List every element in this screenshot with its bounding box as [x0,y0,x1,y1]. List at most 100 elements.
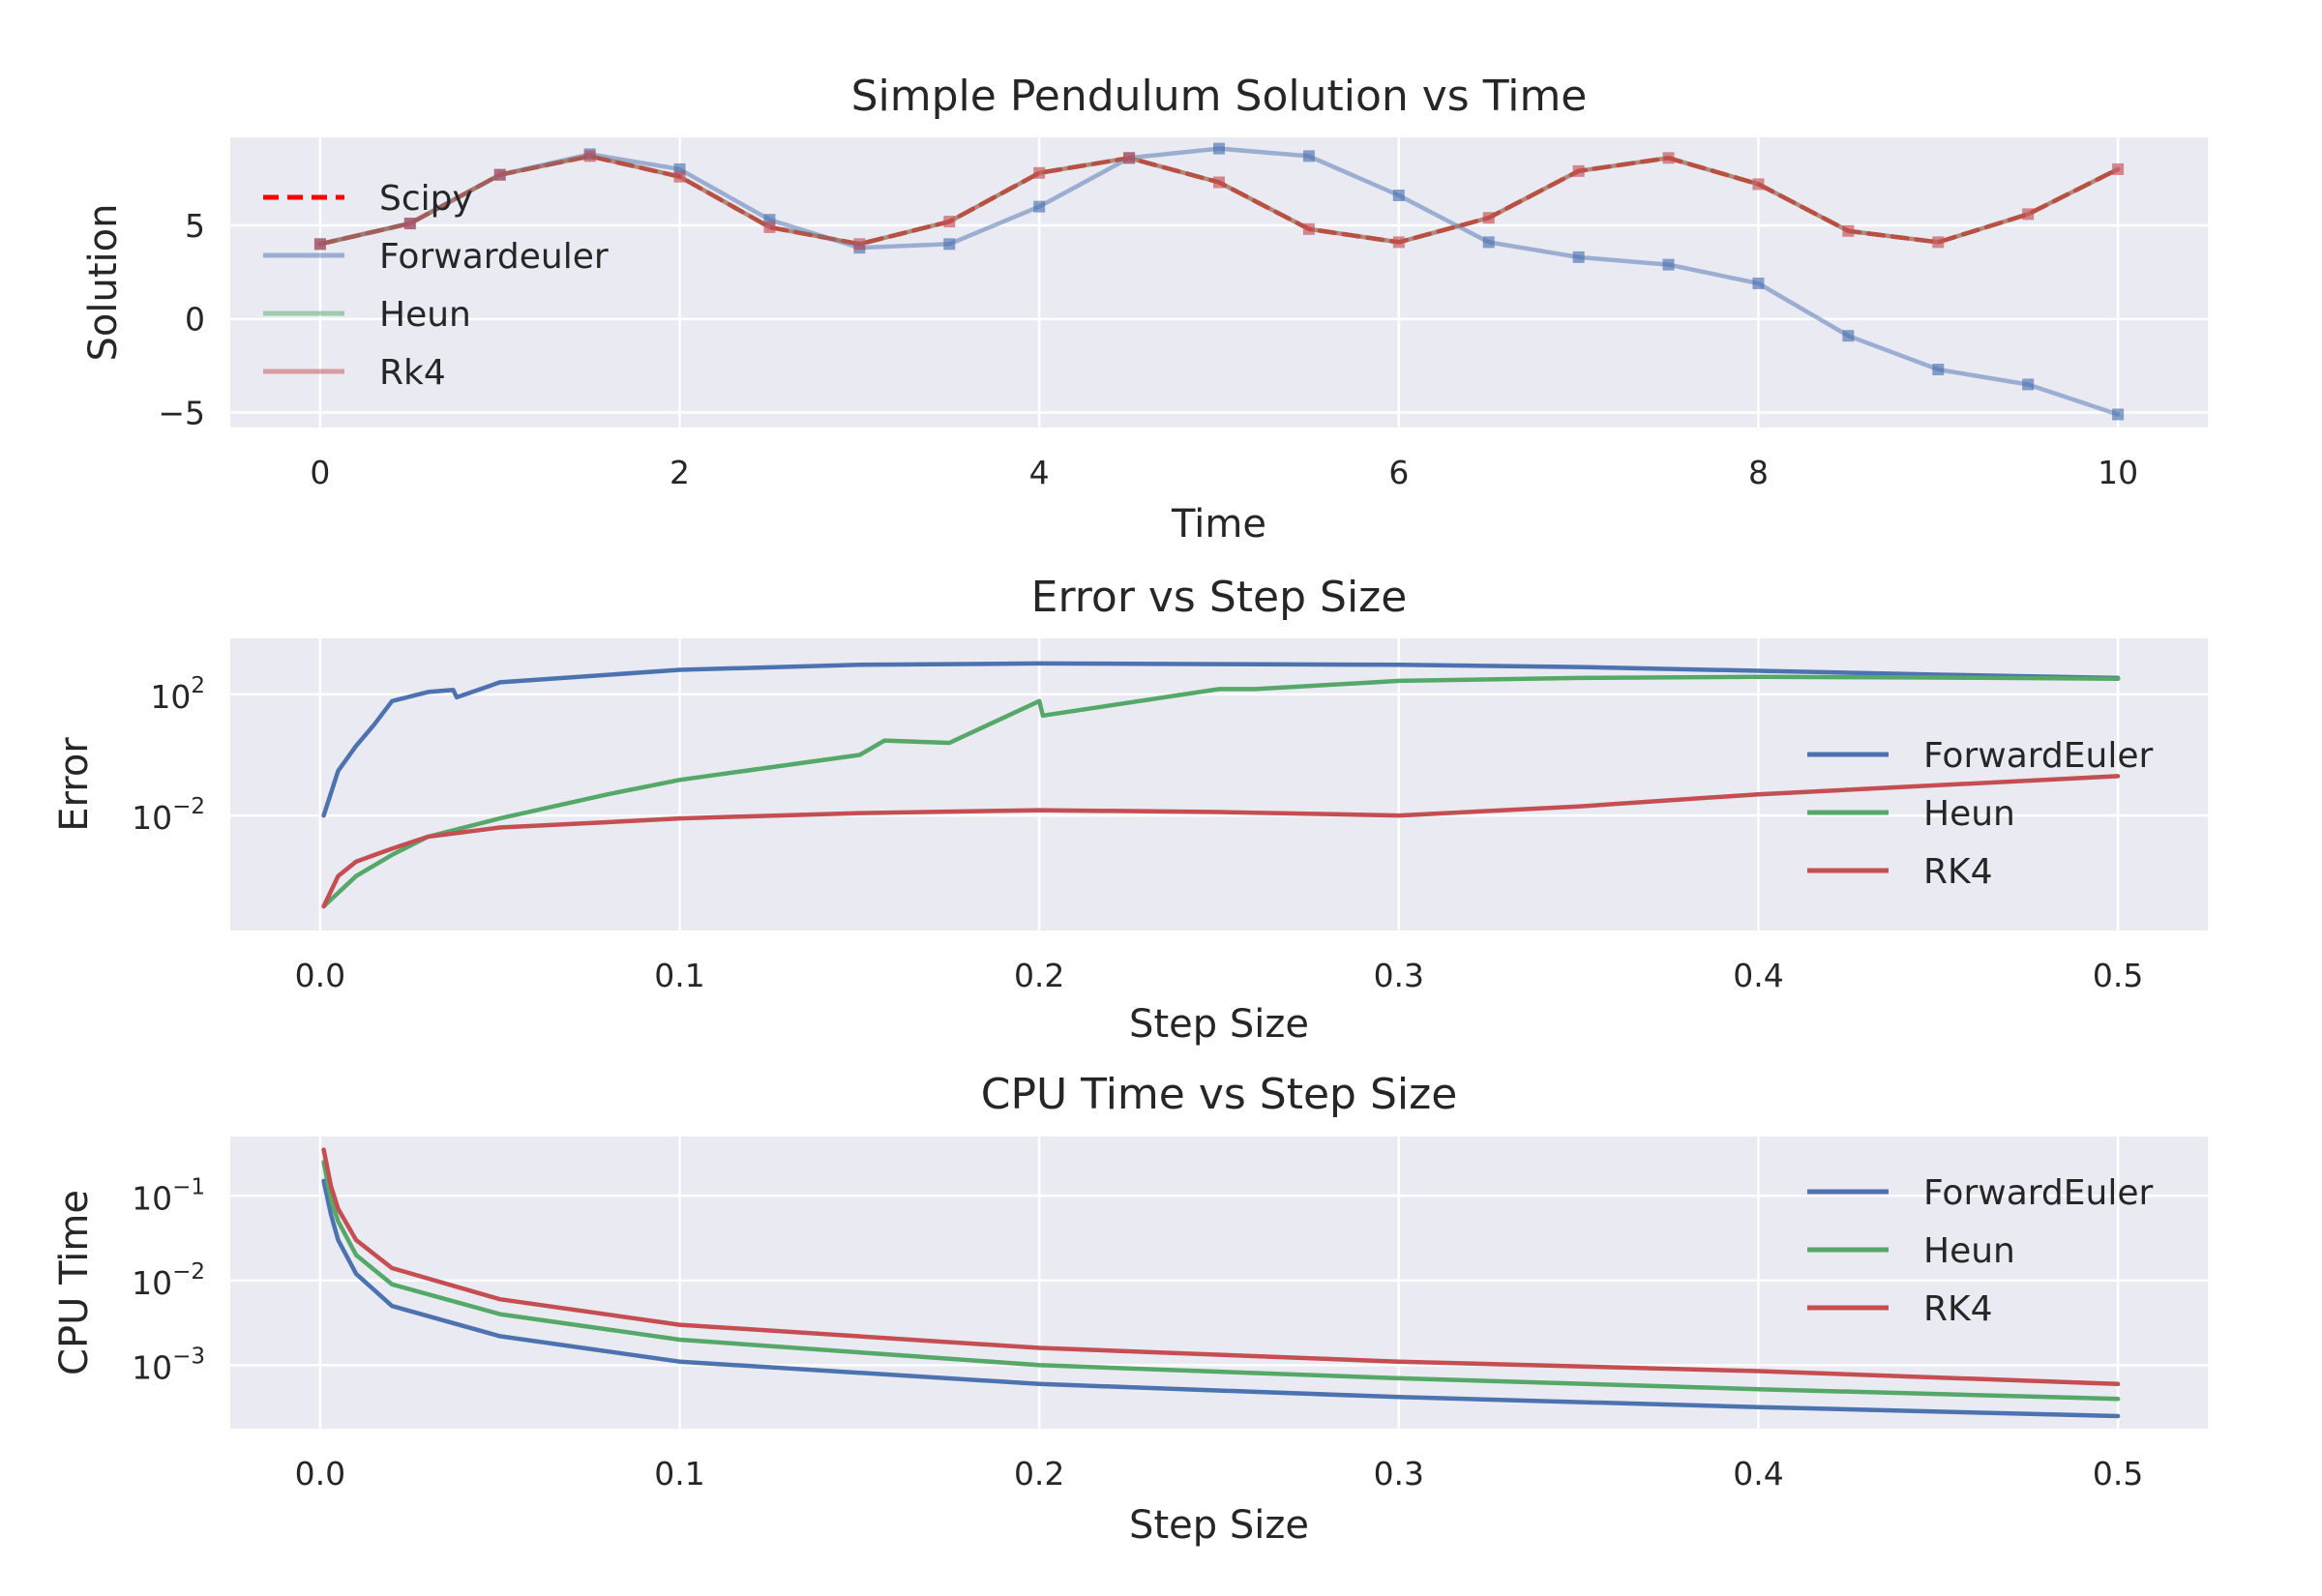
x-tick-label: 0.3 [1374,1455,1424,1493]
x-tick-label: 0.5 [2093,1455,2143,1493]
data-point-rk4 [1213,176,1225,189]
y-tick-base: 10 [132,1179,172,1217]
legend: ForwardEuler Heun RK4 [1807,1173,2153,1329]
series-line-forwardeuler [321,1178,2121,1419]
y-tick-label: 5 [185,207,205,245]
x-tick-label: 0.3 [1374,957,1424,994]
data-point-forwardeuler [1482,236,1495,249]
data-point-forwardeuler [1842,330,1855,342]
data-point-forwardeuler [1662,258,1675,271]
y-tick-exponent: −1 [172,1174,205,1199]
x-tick-label: 4 [1029,454,1050,491]
series-line-forwardeuler [321,661,2121,818]
data-point-rk4 [2022,208,2035,221]
legend-label: Heun [1923,794,2015,834]
series-line-rk4 [321,1147,2121,1387]
data-point-rk4 [1302,222,1315,235]
data-point-forwardeuler [2112,408,2125,421]
x-tick-label: 10 [2098,454,2138,491]
data-point-rk4 [763,221,776,233]
data-point-forwardeuler [1392,190,1405,201]
data-point-forwardeuler [1213,142,1225,155]
data-point-rk4 [943,216,956,228]
chart-title: Error vs Step Size [1031,573,1408,622]
data-point-rk4 [493,168,506,181]
x-tick-label: 0 [310,454,330,491]
data-point-rk4 [403,218,416,230]
plot-area [230,1137,2208,1429]
y-tick-label: 10−1 [132,1174,205,1217]
y-tick-base: 10 [132,799,172,837]
x-tick-label: 0.4 [1733,1455,1783,1493]
x-tick-label: 0.0 [295,1455,345,1493]
legend-label: RK4 [1923,852,1993,892]
data-point-rk4 [1392,236,1405,249]
y-tick-exponent: −2 [172,794,205,819]
data-point-rk4 [583,150,596,163]
data-point-forwardeuler [2022,378,2035,391]
y-tick-label: 0 [185,301,205,339]
data-point-forwardeuler [1752,277,1765,289]
legend-label: Heun [379,295,471,335]
y-axis-label: Solution [81,204,126,362]
data-point-forwardeuler [943,238,956,251]
data-point-rk4 [1572,164,1585,177]
legend-label: Forwardeuler [379,237,609,277]
y-tick-label: 10−2 [132,794,205,837]
x-tick-label: 0.2 [1014,1455,1064,1493]
legend-label: ForwardEuler [1923,736,2153,776]
x-tick-label: 0.1 [654,1455,704,1493]
data-point-forwardeuler [1572,251,1585,263]
data-point-rk4 [673,170,686,183]
data-point-forwardeuler [1932,364,1945,375]
chart-title: CPU Time vs Step Size [981,1070,1458,1119]
y-tick-label: −5 [158,395,205,432]
y-tick-exponent: 2 [191,673,205,698]
data-point-rk4 [1662,152,1675,164]
legend-label: ForwardEuler [1923,1173,2153,1213]
data-point-rk4 [313,238,326,251]
x-tick-label: 0.1 [654,957,704,994]
data-point-rk4 [2112,163,2125,175]
y-axis-label: Error [52,737,97,832]
legend-label: Heun [1923,1231,2015,1271]
y-tick-exponent: −2 [172,1259,205,1285]
x-tick-label: 0.5 [2093,957,2143,994]
data-point-rk4 [1842,224,1855,237]
data-point-forwardeuler [1302,150,1315,163]
legend: ForwardEuler Heun RK4 [1807,736,2153,892]
x-tick-label: 2 [670,454,690,491]
y-tick-label: 10−2 [132,1259,205,1302]
y-axis-label: CPU Time [52,1190,97,1375]
x-axis-label: Time [1171,502,1266,547]
x-tick-label: 8 [1748,454,1769,491]
series-line-rk4 [321,774,2121,909]
data-point-rk4 [1033,166,1046,179]
y-tick-exponent: −3 [172,1344,205,1369]
legend: Scipy Forwardeuler Heun Rk4 [263,179,609,393]
series-line-heun [321,1160,2121,1402]
x-axis-label: Step Size [1129,1503,1309,1548]
data-point-rk4 [1752,178,1765,191]
chart-title: Simple Pendulum Solution vs Time [851,72,1588,121]
data-point-rk4 [1932,236,1945,249]
x-tick-label: 0.2 [1014,957,1064,994]
legend-label: Scipy [379,179,473,219]
y-tick-base: 10 [132,1348,172,1386]
y-tick-base: 10 [150,678,191,716]
x-axis-label: Step Size [1129,1002,1309,1047]
x-tick-label: 0.4 [1733,957,1783,994]
data-point-rk4 [853,238,866,251]
x-tick-label: 6 [1388,454,1409,491]
data-point-rk4 [1482,212,1495,224]
x-tick-label: 0.0 [295,957,345,994]
legend-label: RK4 [1923,1289,1993,1329]
data-point-rk4 [1123,152,1136,164]
y-tick-label: 10−3 [132,1344,205,1386]
data-point-forwardeuler [1033,200,1046,213]
y-tick-label: 102 [150,673,205,716]
y-tick-base: 10 [132,1264,172,1302]
